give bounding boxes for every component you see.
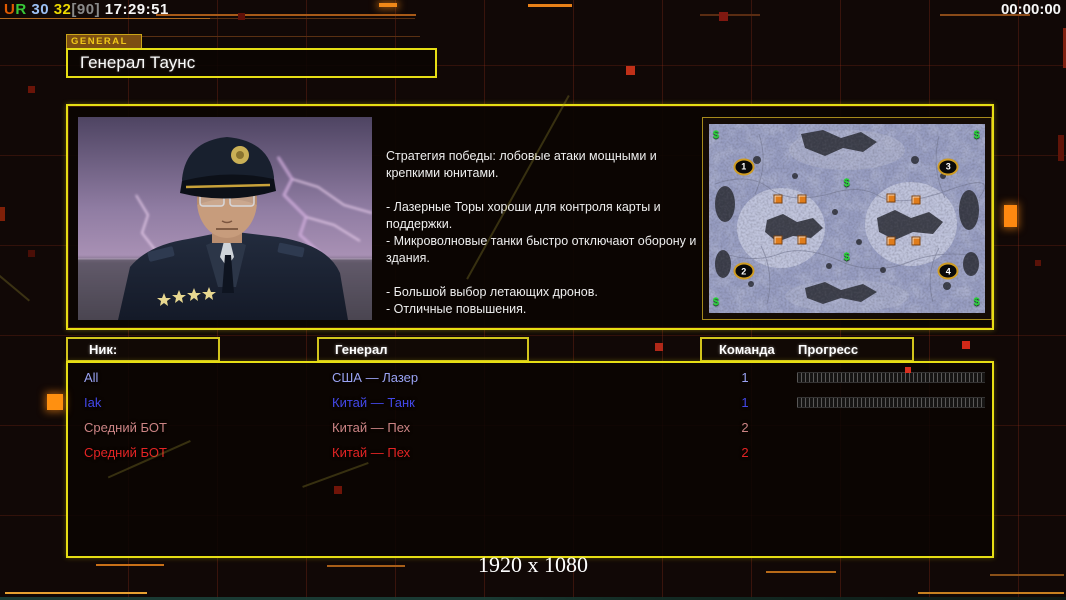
strategy-line: - Отличные повышения. <box>386 302 527 316</box>
minimap-terrain <box>709 124 985 313</box>
general-title-box: Генерал Таунс <box>66 48 437 78</box>
minimap-panel: 1 3 2 4 $ $ $ $ $ $ <box>702 117 992 320</box>
start-position-marker: 2 <box>733 262 755 280</box>
cell-general: США — Лазер <box>332 370 419 385</box>
supply-icon: $ <box>843 250 850 263</box>
cell-nick: All <box>84 370 99 385</box>
header-nick: Ник: <box>66 337 220 362</box>
oil-derrick-icon <box>797 194 807 204</box>
cell-general: Китай — Пех <box>332 445 411 460</box>
table-row: Средний БОТ Китай — Пех 2 <box>68 440 992 465</box>
general-info-panel: Стратегия победы: лобовые атаки мощными … <box>66 104 994 330</box>
top-status-bar: UR 30 32[90] 17:29:51 <box>4 1 169 18</box>
topbar-segment: 17:29:51 <box>100 1 169 18</box>
topbar-segment: [90] <box>71 1 101 18</box>
minimap-canvas: 1 3 2 4 $ $ $ $ $ $ <box>709 124 985 313</box>
cell-team: 2 <box>741 420 749 435</box>
oil-derrick-icon <box>773 194 783 204</box>
header-progress-label: Прогресс <box>798 342 859 357</box>
oil-derrick-icon <box>797 235 807 245</box>
cell-nick: Iak <box>84 395 102 410</box>
cell-team: 1 <box>741 395 749 410</box>
progress-bar <box>797 397 985 408</box>
supply-icon: $ <box>843 177 850 190</box>
header-general: Генерал <box>317 337 529 362</box>
oil-derrick-icon <box>911 236 921 246</box>
strategy-line: - Микроволновые танки быстро отключают о… <box>386 234 697 265</box>
start-position-marker: 4 <box>937 262 959 280</box>
oil-derrick-icon <box>886 236 896 246</box>
supply-icon: $ <box>973 128 980 141</box>
supply-icon: $ <box>712 295 719 308</box>
portrait-art <box>78 117 372 320</box>
strategy-text: Стратегия победы: лобовые атаки мощными … <box>386 148 704 318</box>
topbar-segment: 32 <box>49 1 72 18</box>
topbar-segment: 30 <box>26 1 50 18</box>
supply-icon: $ <box>712 128 719 141</box>
progress-bar <box>797 372 985 383</box>
lobby-rows: All США — Лазер 1 Iak Китай — Танк 1 Средний Б… <box>68 365 992 465</box>
start-position-marker: 1 <box>733 158 755 176</box>
table-row: All США — Лазер 1 <box>68 365 992 390</box>
match-timer: 00:00:00 <box>1000 1 1061 18</box>
cell-team: 1 <box>741 370 749 385</box>
table-row: Iak Китай — Танк 1 <box>68 390 992 415</box>
general-portrait <box>78 117 372 320</box>
header-team-progress: Команда Прогресс <box>700 337 914 362</box>
topbar-segment: R <box>15 1 27 18</box>
player-table-panel: All США — Лазер 1 Iak Китай — Танк 1 Средний Б… <box>66 361 994 558</box>
topbar-segment: U <box>4 1 16 18</box>
header-team-label: Команда <box>719 342 775 357</box>
cell-nick: Средний БОТ <box>84 445 167 460</box>
oil-derrick-icon <box>911 195 921 205</box>
oil-derrick-icon <box>773 235 783 245</box>
oil-derrick-icon <box>886 193 896 203</box>
cell-team: 2 <box>741 445 749 460</box>
cell-general: Китай — Пех <box>332 420 411 435</box>
strategy-line: - Лазерные Торы хороши для контроля карт… <box>386 200 661 231</box>
cell-general: Китай — Танк <box>332 395 415 410</box>
supply-icon: $ <box>973 295 980 308</box>
general-title: Генерал Таунс <box>80 53 196 72</box>
table-row: Средний БОТ Китай — Пех 2 <box>68 415 992 440</box>
start-position-marker: 3 <box>937 158 959 176</box>
strategy-line: - Большой выбор летающих дронов. <box>386 285 598 299</box>
resolution-label: 1920 x 1080 <box>478 552 588 577</box>
cell-nick: Средний БОТ <box>84 420 167 435</box>
strategy-line: Стратегия победы: лобовые атаки мощными … <box>386 149 657 180</box>
tab-general[interactable]: GENERAL <box>66 34 142 48</box>
